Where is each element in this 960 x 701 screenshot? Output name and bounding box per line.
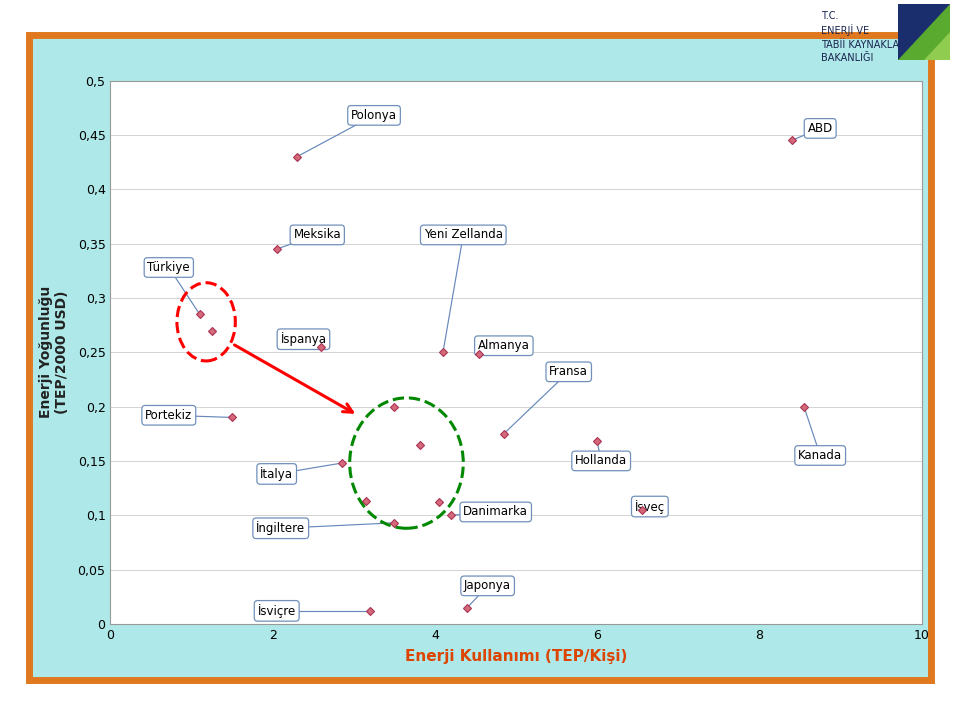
Text: İspanya: İspanya bbox=[280, 332, 326, 346]
Polygon shape bbox=[924, 32, 950, 60]
Polygon shape bbox=[898, 4, 950, 60]
Text: Yeni Zellanda: Yeni Zellanda bbox=[423, 229, 503, 241]
Text: Kanada: Kanada bbox=[798, 449, 842, 462]
Text: Türkiye: Türkiye bbox=[148, 261, 190, 274]
Text: İsviçre: İsviçre bbox=[257, 604, 296, 618]
Text: Polonya: Polonya bbox=[351, 109, 397, 122]
Text: Fransa: Fransa bbox=[549, 365, 588, 379]
Text: İtalya: İtalya bbox=[260, 467, 293, 481]
Text: Hollanda: Hollanda bbox=[575, 454, 627, 468]
Text: Almanya: Almanya bbox=[478, 339, 530, 352]
Text: İsveç: İsveç bbox=[635, 500, 665, 514]
Text: Meksika: Meksika bbox=[294, 229, 341, 241]
Text: Japonya: Japonya bbox=[464, 579, 511, 592]
Text: T.C.
ENERJİ VE
TABİİ KAYNAKLAR
BAKANLIĞI: T.C. ENERJİ VE TABİİ KAYNAKLAR BAKANLIĞI bbox=[821, 11, 906, 63]
Text: ABD: ABD bbox=[807, 122, 833, 135]
Text: Portekiz: Portekiz bbox=[145, 409, 192, 422]
X-axis label: Enerji Kullanımı (TEP/Kişi): Enerji Kullanımı (TEP/Kişi) bbox=[405, 648, 627, 664]
Text: İngiltere: İngiltere bbox=[256, 522, 305, 536]
Y-axis label: Enerji Yoğunluğu
(TEP/2000 USD): Enerji Yoğunluğu (TEP/2000 USD) bbox=[39, 286, 69, 418]
Text: Danimarka: Danimarka bbox=[464, 505, 528, 519]
FancyBboxPatch shape bbox=[29, 35, 931, 680]
